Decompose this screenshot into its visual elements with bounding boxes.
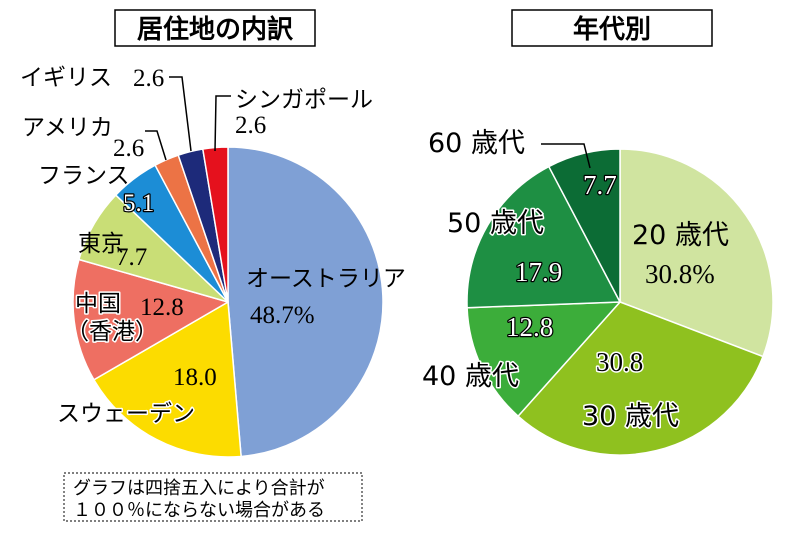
china-label-line-2: （香港） bbox=[66, 319, 158, 345]
age-40s-value-label: 12.8 bbox=[506, 312, 553, 342]
age-pie bbox=[466, 148, 774, 456]
rounding-note-box bbox=[63, 472, 363, 522]
leader-line-usa bbox=[145, 130, 167, 161]
france-label: フランス bbox=[38, 163, 130, 189]
age-slice-40s bbox=[466, 301, 621, 417]
leader-line-60s bbox=[541, 143, 591, 169]
age-50s-value-label: 17.9 bbox=[515, 257, 562, 287]
singapore-label: シンガポール bbox=[235, 87, 373, 113]
usa-value-label: 2.6 bbox=[113, 135, 144, 162]
residence-title: 居住地の内訳 bbox=[114, 9, 316, 47]
age-slice-20s bbox=[619, 148, 774, 358]
age-60s-value-label: 7.7 bbox=[583, 170, 617, 200]
tokyo-label: 東京 bbox=[78, 231, 124, 257]
residence-slice-australia bbox=[227, 146, 384, 458]
sweden-label: スウェーデン bbox=[57, 401, 195, 427]
uk-value-label: 2.6 bbox=[133, 65, 164, 92]
age-slice-60s bbox=[548, 148, 621, 303]
residence-pie bbox=[72, 146, 384, 458]
uk-label: イギリス bbox=[20, 65, 112, 91]
residence-title-box bbox=[114, 9, 316, 47]
france-value-label: 5.1 bbox=[123, 190, 154, 217]
rounding-note-line-2: １００％にならない場合がある bbox=[73, 500, 325, 521]
leader-line-singapore bbox=[214, 95, 231, 152]
age-30s-label: 30 歳代 bbox=[582, 401, 679, 432]
sweden-value-label: 18.0 bbox=[173, 364, 217, 391]
usa-label: アメリカ bbox=[22, 115, 113, 141]
age-slice-50s bbox=[466, 165, 621, 309]
rounding-note-line-1: グラフは四捨五入により合計が bbox=[73, 478, 325, 499]
age-40s-label: 40 歳代 bbox=[422, 361, 519, 392]
tokyo-value-label: 7.7 bbox=[116, 244, 147, 271]
age-50s-label: 50 歳代 bbox=[447, 208, 544, 239]
residence-chart-title: 居住地の内訳 bbox=[137, 14, 294, 45]
age-30s-value-label: 30.8 bbox=[596, 347, 643, 377]
australia-label: オーストラリア bbox=[246, 266, 406, 292]
age-title-box bbox=[511, 9, 713, 47]
age-20s-label: 20 歳代 bbox=[632, 220, 729, 251]
age-60s-label: 60 歳代 bbox=[428, 128, 525, 159]
china-label-line-1: 中国 bbox=[75, 291, 121, 317]
australia-value-label: 48.7% bbox=[250, 302, 315, 329]
age-title: 年代別 bbox=[511, 9, 713, 47]
age-slice-30s bbox=[517, 301, 764, 456]
residence-slice-sweden bbox=[93, 301, 242, 458]
singapore-value-label: 2.6 bbox=[235, 112, 266, 139]
leader-line-uk bbox=[169, 76, 192, 152]
age-chart-title: 年代別 bbox=[573, 14, 651, 45]
residence-slice-china-hong-kong bbox=[72, 258, 229, 381]
age-20s-value-label: 30.8% bbox=[645, 259, 715, 289]
rounding-note: グラフは四捨五入により合計が １００％にならない場合がある bbox=[63, 472, 363, 522]
china-value-label: 12.8 bbox=[140, 294, 184, 321]
